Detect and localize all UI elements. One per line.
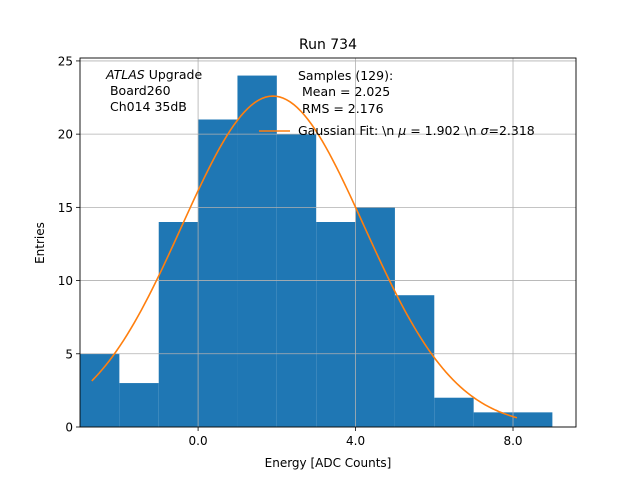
y-tick-label-3: 15	[58, 201, 73, 215]
legend-rms: RMS = 2.176	[298, 101, 384, 116]
histogram-bar-3	[198, 119, 238, 427]
x-tick-label-2: 8.0	[503, 434, 522, 448]
histogram-bar-6	[316, 222, 356, 427]
legend-sigma-symbol: σ	[481, 123, 490, 138]
axis-ticks: 0.0 4.0 8.0 0 5 10 15 20 25	[58, 54, 523, 448]
y-tick-label-5: 25	[58, 54, 73, 68]
legend-fit-text-b: = 1.902 \n	[406, 123, 480, 138]
gaussian-fit-curve	[91, 95, 518, 419]
x-tick-label-0: 0.0	[189, 434, 208, 448]
legend-mean: Mean = 2.025	[298, 84, 390, 99]
histogram-bar-4	[237, 75, 277, 428]
atlas-annotation: ATLAS Upgrade Board260 Ch014 35dB	[105, 67, 202, 114]
legend-samples-title: Samples (129):	[298, 68, 393, 83]
y-tick-label-2: 10	[58, 274, 73, 288]
y-tick-label-1: 5	[65, 347, 73, 361]
histogram-bar-2	[158, 222, 199, 427]
histogram-bar-10	[473, 412, 514, 427]
histogram-bar-11	[513, 412, 553, 427]
x-tick-label-1: 4.0	[346, 434, 365, 448]
legend: Samples (129): Mean = 2.025 RMS = 2.176 …	[259, 68, 535, 138]
board-label: Board260	[106, 83, 171, 98]
plot-frame	[79, 57, 577, 428]
histogram-bar-8	[394, 295, 435, 427]
histogram-bar-9	[434, 397, 474, 427]
histogram-bars	[80, 75, 553, 428]
upgrade-label: Upgrade	[145, 67, 203, 82]
y-axis-label: Entries	[33, 222, 47, 264]
atlas-label: ATLAS	[105, 67, 145, 82]
legend-mu-symbol: μ	[397, 123, 406, 138]
y-tick-label-4: 20	[58, 128, 73, 142]
histogram-bar-7	[355, 207, 395, 427]
y-tick-label-0: 0	[65, 421, 73, 435]
chart-title: Run 734	[299, 37, 357, 53]
grid-lines	[80, 58, 576, 428]
channel-label: Ch014 35dB	[106, 99, 187, 114]
histogram-bar-0	[80, 353, 120, 427]
x-axis-label: Energy [ADC Counts]	[265, 456, 392, 470]
legend-fit-text-a: Gaussian Fit: \n	[298, 123, 398, 138]
histogram-bar-1	[119, 383, 159, 427]
legend-fit-text-c: =2.318	[488, 123, 534, 138]
svg-text:ATLAS Upgrade: ATLAS Upgrade	[105, 67, 202, 82]
legend-fit-label: Gaussian Fit: \n μ = 1.902 \n σ=2.318	[298, 123, 535, 138]
